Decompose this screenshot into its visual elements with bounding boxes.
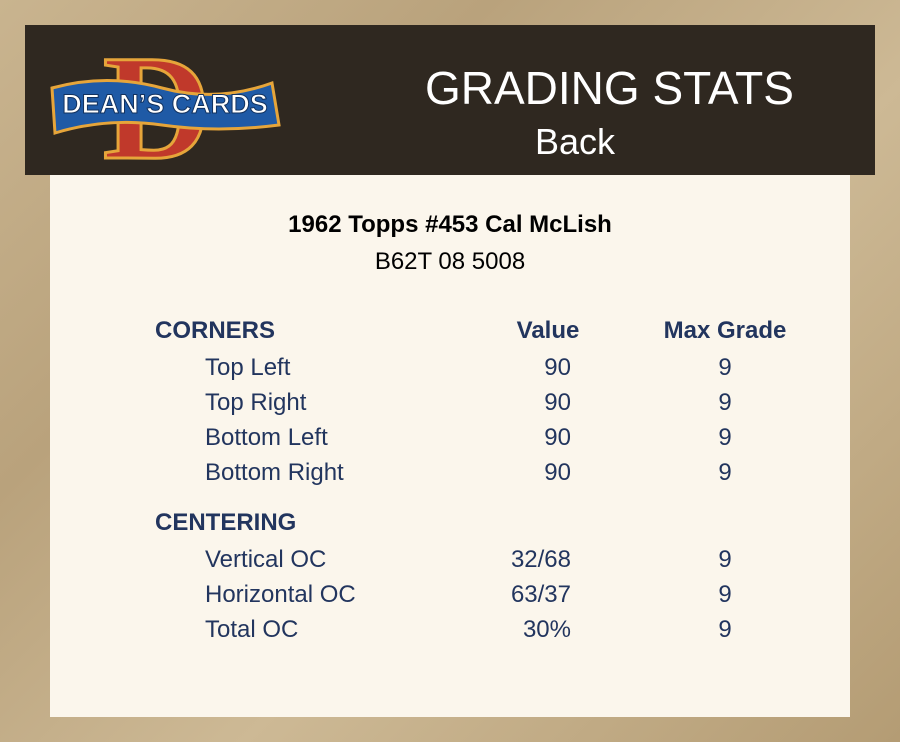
row-label: Bottom Left	[205, 424, 328, 451]
row-label: Bottom Right	[205, 459, 344, 486]
column-header: Max Grade	[663, 317, 787, 344]
row-value: 32/68	[510, 546, 571, 573]
card-title: 1962 Topps #453 Cal McLish	[288, 211, 612, 238]
row-max-grade: 9	[718, 389, 732, 416]
row-label: Top Right	[205, 389, 307, 416]
row-value: 30%	[522, 616, 571, 643]
row-value: 90	[544, 459, 571, 486]
header: D DEAN’S CARDS GRADING STATS Back	[25, 25, 875, 175]
row-label: Top Left	[205, 354, 291, 381]
row-max-grade: 9	[718, 354, 732, 381]
row-label: Total OC	[205, 616, 299, 643]
row-value: 90	[544, 424, 571, 451]
section-header: CORNERS	[155, 317, 276, 344]
section-header: CENTERING	[155, 509, 297, 536]
page-subtitle: Back	[534, 121, 616, 162]
row-value: 90	[544, 354, 571, 381]
card-code: B62T 08 5008	[374, 248, 526, 275]
row-value: 90	[544, 389, 571, 416]
row-max-grade: 9	[718, 581, 732, 608]
column-header: Value	[516, 317, 580, 344]
logo-banner	[50, 79, 281, 135]
panel: 1962 Topps #453 Cal McLish B62T 08 5008 …	[50, 175, 850, 717]
row-value: 63/37	[510, 581, 571, 608]
row-label: Vertical OC	[205, 546, 327, 573]
row-max-grade: 9	[718, 459, 732, 486]
logo-text: DEAN’S CARDS	[62, 89, 268, 119]
page-title: GRADING STATS	[425, 62, 794, 114]
logo: D DEAN’S CARDS	[50, 33, 281, 173]
row-max-grade: 9	[718, 616, 732, 643]
row-max-grade: 9	[718, 546, 732, 573]
row-label: Horizontal OC	[205, 581, 356, 608]
row-max-grade: 9	[718, 424, 732, 451]
